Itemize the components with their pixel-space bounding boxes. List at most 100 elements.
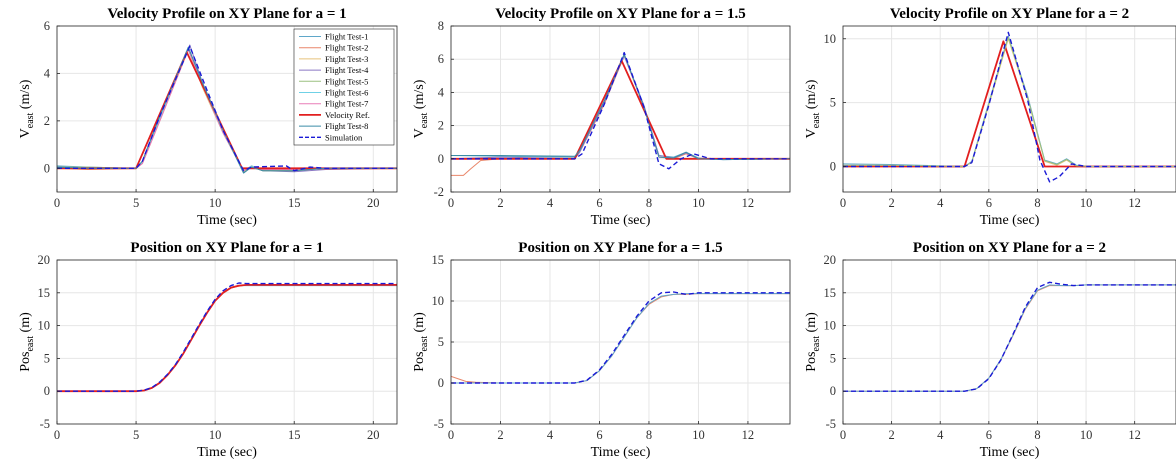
x-tick-label: 2 [497,428,503,442]
legend-label-flight-test-7: Flight Test-7 [325,99,368,109]
y-axis-label: Poseast (m) [18,312,36,372]
plot-area [57,260,397,424]
x-axis-label: Time (sec) [980,213,1040,228]
x-tick-label: 8 [646,428,652,442]
y-axis-label-unit: (m/s) [804,79,819,112]
x-tick-label: 2 [888,196,894,210]
y-tick-label: 5 [438,335,444,349]
x-tick-label: 6 [596,428,602,442]
y-tick-label: 15 [38,286,51,300]
x-tick-label: 10 [1080,428,1093,442]
x-tick-label: 0 [54,428,60,442]
axes-frame [842,259,1176,425]
y-axis-label-main: Pos [18,352,33,372]
x-axis-label: Time (sec) [197,445,257,460]
y-tick-label: 0 [830,384,836,398]
series-line-simulation [843,31,1176,183]
y-tick-label: 10 [432,294,445,308]
x-tick-label: 20 [367,428,380,442]
y-axis-label-unit: (m) [804,312,819,336]
axes-frame [842,25,1176,193]
series-group [451,51,790,176]
legend-label-flight-test-8: Flight Test-8 [325,121,368,131]
chart-title: Velocity Profile on XY Plane for a = 1 [107,6,346,22]
y-tick-label: 10 [38,319,51,333]
chart-title: Velocity Profile on XY Plane for a = 2 [890,6,1129,22]
y-tick-label: 0 [44,384,50,398]
y-axis-label-subscript: east [811,336,822,352]
x-axis-label: Time (sec) [591,213,651,228]
x-tick-label: 0 [54,196,60,210]
y-tick-label: -5 [40,417,50,431]
y-tick-label: 0 [438,152,444,166]
x-tick-label: 6 [986,428,992,442]
series-group [843,31,1176,183]
chart-title: Position on XY Plane for a = 1 [130,240,323,256]
legend-label-flight-test-3: Flight Test-3 [325,54,368,64]
x-tick-label: 12 [742,196,755,210]
x-tick-label: 8 [1034,196,1040,210]
y-axis-label-unit: (m) [18,312,33,336]
x-tick-label: 5 [133,428,139,442]
y-tick-label: 0 [438,376,444,390]
axes-frame [56,25,398,193]
x-tick-label: 0 [840,428,846,442]
y-axis-label-main: V [18,128,33,138]
series-line-simulation [57,282,397,392]
x-tick-label: 0 [448,196,454,210]
chart-title: Velocity Profile on XY Plane for a = 1.5 [495,6,746,22]
x-tick-label: 15 [288,428,301,442]
y-axis-label-main: Pos [804,352,819,372]
y-tick-label: 5 [830,96,836,110]
y-axis-label-unit: (m) [412,312,427,336]
panel-position-a2: 0 2 4 6 8 10 12 -5 0 5 10 15 20 Position on XY Plane … [804,240,1176,460]
y-tick-label: 20 [824,253,837,267]
y-axis-label-subscript: east [811,112,822,128]
x-tick-label: 10 [209,196,222,210]
y-axis-label: Poseast (m) [804,312,822,372]
panel-velocity-a1: 0 5 10 15 20 0 2 4 6 Velocity Profile on XY Plane… [18,6,398,228]
y-tick-label: -5 [826,417,836,431]
x-axis-label: Time (sec) [980,445,1040,460]
y-tick-label: -2 [434,185,444,199]
y-tick-label: 5 [44,351,50,365]
x-tick-label: 20 [367,196,380,210]
y-tick-label: 6 [44,19,50,33]
legend-label-simulation: Simulation [325,132,363,142]
y-tick-label: -5 [434,417,444,431]
x-tick-label: 0 [840,196,846,210]
x-tick-label: 2 [497,196,503,210]
x-tick-label: 10 [692,196,705,210]
legend-label-flight-test-6: Flight Test-6 [325,88,368,98]
legend-label-flight-test-2: Flight Test-2 [325,43,368,53]
y-axis-label: Veast (m/s) [18,79,36,138]
series-line-simulation [451,51,790,170]
y-tick-label: 2 [44,114,50,128]
y-tick-label: 20 [38,253,51,267]
series-group [843,281,1176,392]
y-tick-label: 10 [824,32,837,46]
plot-area [451,26,790,192]
y-axis-label: Veast (m/s) [412,79,430,138]
y-axis-label: Veast (m/s) [804,79,822,138]
y-axis-label-unit: (m/s) [18,79,33,112]
series-line-simulation [451,291,790,384]
x-tick-label: 6 [596,196,602,210]
y-axis-label-unit: (m/s) [412,79,427,112]
legend-label-flight-test-4: Flight Test-4 [325,65,369,75]
x-tick-label: 8 [646,196,652,210]
y-tick-label: 6 [438,52,444,66]
series-line-simulation [57,45,397,172]
x-tick-label: 10 [692,428,705,442]
series-group [451,291,790,384]
x-tick-label: 12 [1128,428,1141,442]
y-tick-label: 15 [824,286,837,300]
legend-label-flight-test-5: Flight Test-5 [325,76,368,86]
x-tick-label: 10 [1080,196,1093,210]
x-tick-label: 4 [937,196,944,210]
legend-label-velocity-ref: Velocity Ref. [325,110,370,120]
x-axis-label: Time (sec) [591,445,651,460]
axes-frame [56,259,398,425]
series-group [57,282,397,393]
